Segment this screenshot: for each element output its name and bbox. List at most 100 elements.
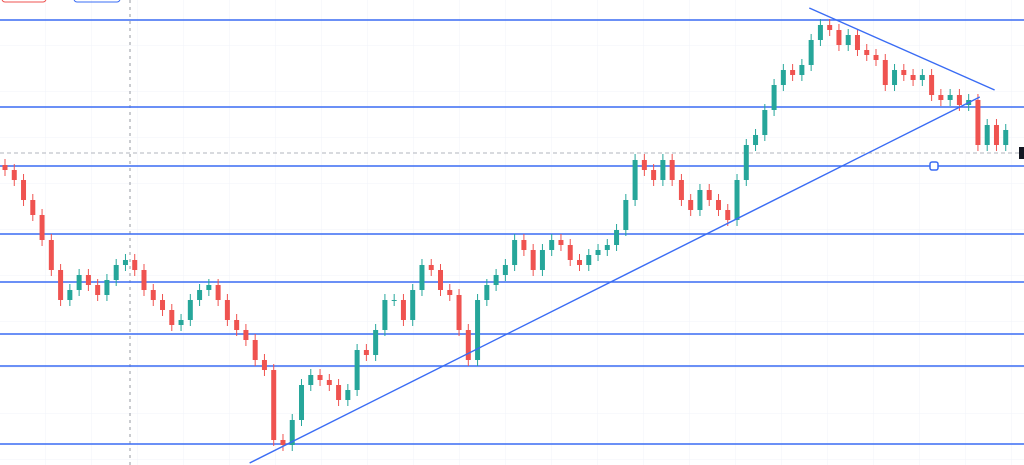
candle-body (465, 330, 471, 360)
candle-body (539, 250, 545, 270)
candle-body (475, 300, 481, 360)
toolbar-button[interactable] (1, 0, 47, 3)
candle-body (400, 300, 406, 320)
candle-body (882, 60, 888, 85)
candle-body (132, 260, 138, 270)
candle-body (289, 420, 295, 445)
toolbar-button[interactable] (73, 0, 121, 3)
candle-body (456, 295, 462, 330)
candle-body (410, 290, 416, 320)
candle-body (326, 380, 332, 385)
candle-body (993, 125, 999, 145)
candle-body (947, 95, 953, 100)
candle-body (30, 200, 36, 215)
candle-body (58, 270, 64, 300)
trend-line (809, 7, 995, 91)
candle-body (261, 360, 267, 370)
candle-body (632, 160, 638, 200)
candle-body (753, 135, 759, 145)
candle-body (827, 25, 833, 30)
candle-body (224, 300, 230, 320)
candle-body (604, 245, 610, 250)
candle-body (169, 310, 175, 325)
candle-body (299, 385, 305, 420)
candle-body (104, 280, 110, 295)
candle-body (938, 95, 944, 100)
price-marker (1019, 147, 1024, 159)
candle-body (382, 300, 388, 330)
candle-body (493, 275, 499, 285)
candle-body (160, 300, 166, 310)
candle-body (178, 320, 184, 325)
candle-body (530, 250, 536, 270)
candle-body (558, 240, 564, 245)
candle-body (1003, 130, 1009, 145)
candle-body (910, 75, 916, 80)
candle-body (447, 290, 453, 295)
candle-body (771, 85, 777, 110)
candle-body (845, 35, 851, 45)
candle-body (280, 440, 286, 445)
candle-body (11, 170, 17, 180)
candle-body (419, 265, 425, 290)
candle-body (641, 160, 647, 170)
candle-body (354, 350, 360, 390)
candle-body (122, 260, 128, 265)
candle-body (438, 270, 444, 290)
candle-body (919, 75, 925, 80)
candle-body (836, 30, 842, 45)
candle-body (975, 100, 981, 145)
candle-body (197, 290, 203, 300)
candle-body (336, 385, 342, 400)
candle-body (2, 165, 8, 170)
candle-body (576, 260, 582, 265)
candle-body (215, 285, 221, 300)
candle-body (567, 245, 573, 260)
candle-body (697, 190, 703, 210)
candle-body (808, 40, 814, 65)
candle-body (521, 240, 527, 250)
candle-body (252, 340, 258, 360)
candle-body (678, 180, 684, 200)
candle-body (391, 300, 397, 301)
candle-body (21, 180, 27, 200)
candle-body (484, 285, 490, 300)
candle-body (715, 200, 721, 210)
candle-body (660, 160, 666, 180)
candle-body (363, 350, 369, 355)
candle-body (95, 285, 101, 295)
candle-body (651, 170, 657, 180)
candle-body (623, 200, 629, 230)
line-handle (929, 161, 939, 171)
candle-body (725, 210, 731, 220)
candle-body (743, 145, 749, 180)
candle-body (873, 55, 879, 60)
candle-body (595, 250, 601, 255)
candle-body (345, 390, 351, 400)
candle-body (864, 50, 870, 55)
candle-body (141, 270, 147, 290)
candle-body (113, 265, 119, 280)
candle-body (706, 190, 712, 200)
candle-body (549, 240, 555, 250)
candle-body (67, 290, 73, 300)
candle-body (428, 265, 434, 270)
candle-body (854, 35, 860, 50)
candle-body (85, 275, 91, 285)
candle-body (669, 160, 675, 180)
candle-body (317, 375, 323, 380)
candle-body (734, 180, 740, 220)
candle-body (956, 95, 962, 105)
candle-body (984, 125, 990, 145)
candle-body (373, 330, 379, 355)
candle-body (817, 25, 823, 40)
candle-body (48, 240, 54, 270)
candle-body (892, 70, 898, 85)
candle-body (799, 65, 805, 75)
candle-body (150, 290, 156, 300)
candle-body (187, 300, 193, 320)
